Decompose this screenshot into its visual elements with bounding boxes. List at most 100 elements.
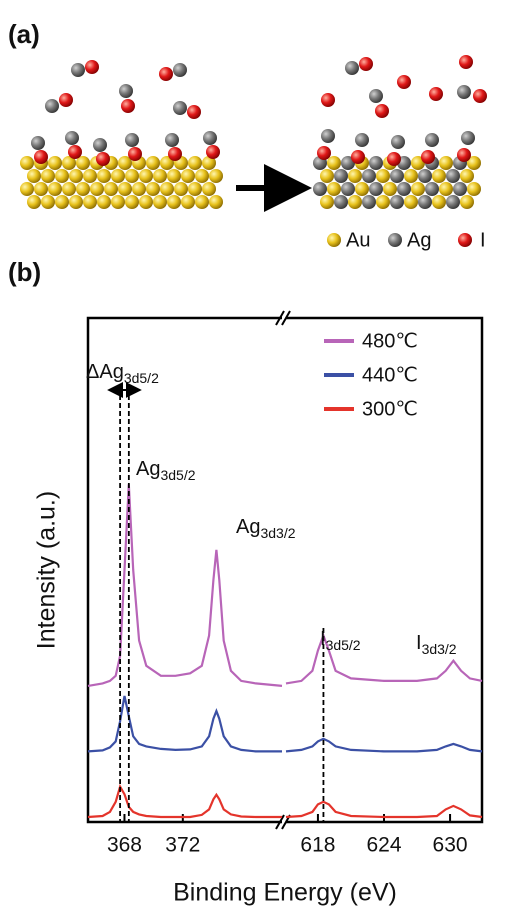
atom <box>68 145 82 159</box>
atom <box>432 195 446 209</box>
peak-label: Ag3d5/2 <box>136 458 196 482</box>
atom <box>446 169 460 183</box>
legend-label: Ag <box>407 229 431 251</box>
atom <box>153 169 167 183</box>
atom <box>209 169 223 183</box>
atom <box>397 182 411 196</box>
atom <box>132 182 146 196</box>
atom <box>369 89 383 103</box>
x-tick-label: 630 <box>433 834 468 857</box>
atom <box>362 195 376 209</box>
atom <box>188 156 202 170</box>
atom <box>387 152 401 166</box>
atom <box>376 169 390 183</box>
atom <box>202 182 216 196</box>
atom <box>327 156 341 170</box>
atom <box>327 182 341 196</box>
atom <box>111 169 125 183</box>
atom <box>139 195 153 209</box>
legend-label: 480℃ <box>362 330 418 352</box>
atom <box>461 131 475 145</box>
atom <box>397 75 411 89</box>
atom <box>390 169 404 183</box>
atom <box>41 169 55 183</box>
panel-label: (b) <box>8 257 41 287</box>
peak-label: I3d3/2 <box>416 632 457 656</box>
atom <box>355 133 369 147</box>
atom <box>173 101 187 115</box>
legend-label: 440℃ <box>362 364 418 386</box>
peak-label: ΔAg3d5/2 <box>86 361 159 385</box>
peak-label-main: I <box>416 632 422 654</box>
peak-label: I3d5/2 <box>320 628 361 652</box>
atom <box>97 169 111 183</box>
atom <box>188 182 202 196</box>
atom <box>418 195 432 209</box>
atom <box>97 195 111 209</box>
atom <box>206 145 220 159</box>
atom <box>167 169 181 183</box>
legend-label: I <box>480 229 486 251</box>
atom <box>160 182 174 196</box>
spectrum-line <box>87 484 283 687</box>
atom <box>31 136 45 150</box>
atom <box>334 169 348 183</box>
peak-label-sub: 3d5/2 <box>326 637 361 653</box>
atom <box>187 105 201 119</box>
atom <box>383 182 397 196</box>
atom <box>111 195 125 209</box>
atom <box>390 195 404 209</box>
peak-label-main: Ag <box>136 458 160 480</box>
x-axis-label: Binding Energy (eV) <box>173 879 397 907</box>
atom <box>160 156 174 170</box>
atom <box>359 57 373 71</box>
atom <box>320 169 334 183</box>
legend-label: Au <box>346 229 370 251</box>
atom <box>55 195 69 209</box>
peak-label: Ag3d3/2 <box>236 516 296 540</box>
atom <box>446 195 460 209</box>
spectrum-line <box>87 783 282 819</box>
atom <box>146 182 160 196</box>
atom <box>429 87 443 101</box>
atom <box>460 195 474 209</box>
atom <box>457 148 471 162</box>
atom <box>69 195 83 209</box>
atom <box>173 63 187 77</box>
atom <box>195 169 209 183</box>
atom <box>432 169 446 183</box>
atom <box>45 99 59 113</box>
atom <box>460 169 474 183</box>
atom <box>121 99 135 113</box>
atom <box>369 182 383 196</box>
atom <box>48 182 62 196</box>
atom <box>104 182 118 196</box>
atom <box>355 182 369 196</box>
atom <box>459 55 473 69</box>
atom <box>411 182 425 196</box>
atom <box>181 169 195 183</box>
atom <box>34 182 48 196</box>
atom <box>362 169 376 183</box>
atom <box>125 133 139 147</box>
atom <box>202 156 216 170</box>
spectrum-line <box>285 632 483 685</box>
atom <box>96 152 110 166</box>
atom <box>181 195 195 209</box>
peak-label-sub: 3d3/2 <box>260 525 295 541</box>
atom <box>93 138 107 152</box>
atom <box>376 195 390 209</box>
atom <box>313 182 327 196</box>
atom <box>125 195 139 209</box>
spectrum-line <box>285 737 483 753</box>
legend-label: 300℃ <box>362 398 418 420</box>
atom <box>118 182 132 196</box>
atom <box>71 63 85 77</box>
atom <box>159 67 173 81</box>
atom <box>153 195 167 209</box>
atom <box>351 150 365 164</box>
atom <box>139 169 153 183</box>
atom <box>321 93 335 107</box>
peak-label-main: ΔAg <box>86 361 124 383</box>
atom <box>34 150 48 164</box>
